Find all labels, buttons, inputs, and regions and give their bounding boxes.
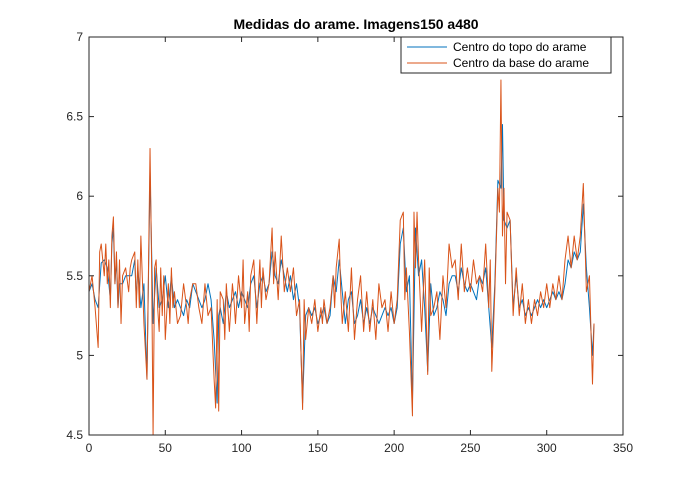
legend-label: Centro da base do arame [453,56,589,70]
chart-title: Medidas do arame. Imagens150 a480 [233,16,478,32]
x-tick-label: 300 [537,441,557,455]
x-tick-label: 200 [384,441,404,455]
legend-box [400,36,612,74]
y-tick-label: 7 [76,30,83,44]
x-tick-label: 150 [308,441,328,455]
series-layer [88,79,595,436]
axes-box [88,36,624,436]
axes-background [89,37,623,435]
y-tick-label: 5.5 [66,269,83,283]
series-line-2 [88,79,595,436]
plot-area: 0 50 100 150 200 250 300 350 4.5 5 5.5 6 6.5 7 [66,30,633,455]
y-tick-label: 4.5 [66,428,83,442]
x-tick-label: 350 [613,441,633,455]
y-tick-label: 5 [76,348,83,362]
legend: Centro do topo do arame Centro da base do… [400,36,612,74]
x-tick-label: 50 [159,441,173,455]
x-tick-label: 0 [86,441,93,455]
x-tick-label: 100 [232,441,252,455]
y-tick-label: 6 [76,189,83,203]
x-tick-label: 250 [460,441,480,455]
y-tick-label: 6.5 [66,110,83,124]
legend-label: Centro do topo do arame [453,40,587,54]
axes-layer: 0 50 100 150 200 250 300 350 4.5 5 5.5 6 6.5 7 [66,30,633,455]
